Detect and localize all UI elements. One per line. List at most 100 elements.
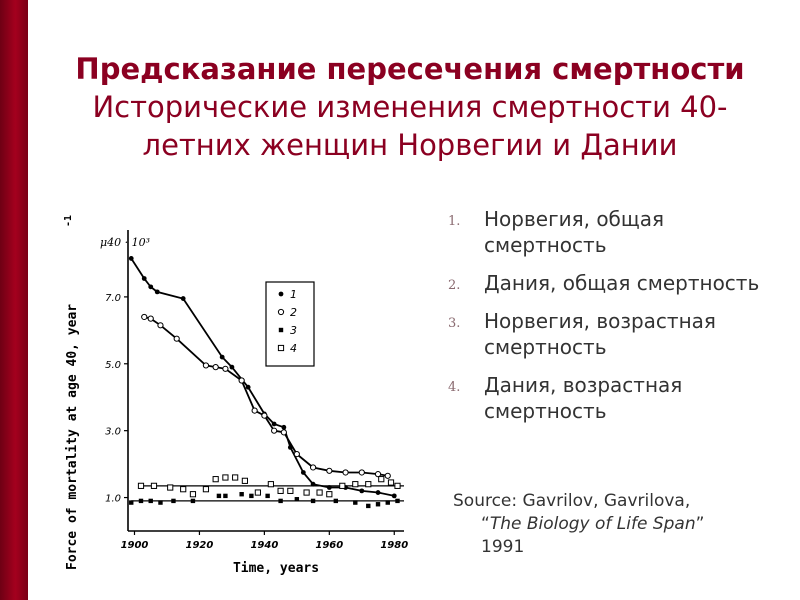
data-point <box>267 481 274 488</box>
data-point <box>157 322 164 329</box>
data-point <box>239 492 244 497</box>
data-point <box>212 476 219 483</box>
data-point <box>374 471 382 478</box>
data-point <box>141 276 147 281</box>
x-tick-label: 1920 <box>186 540 214 551</box>
legend-num: 4. <box>448 380 461 395</box>
data-point <box>277 487 284 494</box>
data-point <box>251 407 258 414</box>
x-tick-label: 1940 <box>250 540 278 551</box>
legend-num: 1. <box>448 214 461 229</box>
inset-legend-label: 2 <box>290 306 297 319</box>
y-tick-label: 3.0 <box>105 427 121 438</box>
source-close-quote: ” <box>695 514 705 534</box>
data-point <box>300 470 306 475</box>
data-point <box>271 421 277 427</box>
data-point <box>352 481 359 488</box>
data-point <box>137 482 145 489</box>
data-point <box>245 384 251 390</box>
data-point <box>378 476 385 483</box>
data-point <box>148 498 153 504</box>
data-point <box>394 482 401 489</box>
legend-item-4: 4. Дания, возрастная смертность <box>448 372 788 424</box>
data-point <box>171 498 176 504</box>
series-line <box>130 257 395 497</box>
data-point <box>249 493 254 499</box>
inset-legend-box <box>265 281 315 367</box>
y-tick-label: 5.0 <box>105 360 121 371</box>
series-1 <box>128 256 397 499</box>
data-point <box>138 498 144 504</box>
series-4 <box>137 474 404 498</box>
series-2 <box>141 313 391 479</box>
data-point <box>278 291 284 297</box>
data-point <box>229 364 235 370</box>
data-point <box>375 490 381 495</box>
data-point <box>216 493 222 499</box>
data-point <box>222 474 229 481</box>
legend-item-3: 3. Норвегия, возрастная смертность <box>448 308 788 360</box>
data-point <box>148 284 154 290</box>
legend-num: 3. <box>448 316 461 331</box>
legend-text: Дания, общая смертность <box>484 271 760 295</box>
data-point <box>150 482 158 489</box>
data-point <box>326 491 333 498</box>
series-3 <box>129 492 404 509</box>
data-point <box>232 474 239 481</box>
data-point <box>173 335 180 342</box>
data-point <box>384 472 391 479</box>
source-prefix: Source: Gavrilov, Gavrilova, <box>453 491 691 511</box>
data-point <box>303 489 310 496</box>
data-point <box>129 500 134 505</box>
data-point <box>212 364 219 371</box>
data-point <box>365 481 372 488</box>
data-point <box>277 344 285 352</box>
mortality-chart-svg: 1.0 3.0 5.0 7.0 1900 1920 1940 1960 1980 μ40 · 10… <box>63 215 408 576</box>
inset-legend-label: 1 <box>290 288 297 301</box>
data-point <box>271 427 278 434</box>
data-point <box>316 489 323 496</box>
slide-title: Предсказание пересечения смертности Исто… <box>40 50 780 164</box>
data-point <box>281 424 287 430</box>
inset-legend-label: 3 <box>290 324 297 337</box>
data-point <box>387 479 395 486</box>
y-tick-label: 7.0 <box>105 293 121 304</box>
x-axis-label: Time, years <box>233 561 319 576</box>
data-point <box>147 315 154 322</box>
data-point <box>333 498 339 504</box>
data-point <box>254 489 261 496</box>
data-point <box>180 486 187 493</box>
legend-text: Норвегия, общая смертность <box>484 207 665 257</box>
y-axis-label-superscript: -1 <box>63 215 74 227</box>
title-bold: Предсказание пересечения смертности <box>75 52 745 86</box>
data-point <box>277 308 285 316</box>
data-point <box>358 469 365 476</box>
data-point <box>353 500 358 505</box>
data-point <box>219 354 225 360</box>
source-open-quote: “ <box>481 514 490 534</box>
data-point <box>190 498 196 504</box>
data-point <box>154 289 160 295</box>
data-point <box>223 493 228 499</box>
data-point <box>128 256 134 261</box>
data-point <box>202 486 210 493</box>
legend-num: 2. <box>448 278 461 293</box>
data-point <box>339 482 346 489</box>
data-point <box>180 296 186 301</box>
legend-item-2: 2. Дания, общая смертность <box>448 270 788 296</box>
data-point <box>167 484 174 491</box>
data-point <box>326 467 333 474</box>
data-point <box>366 503 371 509</box>
data-point <box>359 488 365 494</box>
source-citation: Source: Gavrilov, Gavrilova, “The Biolog… <box>453 490 783 559</box>
data-point <box>342 469 349 476</box>
decorative-side-bar <box>0 0 28 600</box>
data-point <box>391 493 397 499</box>
source-book-title: The Biology of Life Span <box>489 514 696 534</box>
legend-list: 1. Норвегия, общая смертность 2. Дания, об… <box>448 206 788 436</box>
data-point <box>158 500 163 505</box>
source-year: 1991 <box>481 537 525 557</box>
data-point <box>294 497 300 502</box>
legend-text: Дания, возрастная смертность <box>484 373 683 423</box>
data-point <box>222 365 229 372</box>
